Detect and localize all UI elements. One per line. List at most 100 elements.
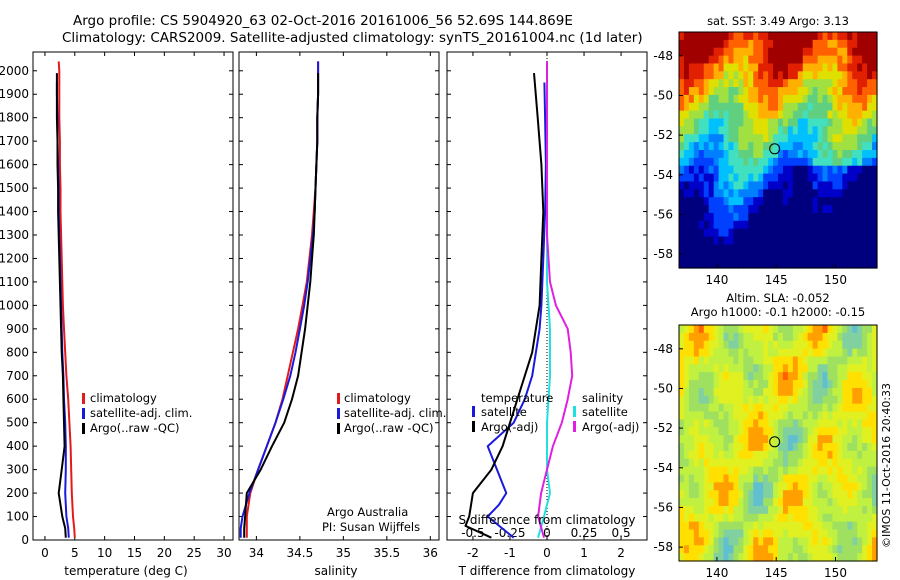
x-tick-label: 140 (705, 273, 728, 287)
map-cell (679, 260, 685, 269)
map-cell (807, 537, 814, 546)
map-cell (852, 118, 858, 127)
map-cell (733, 87, 739, 96)
map-cell (753, 165, 759, 175)
map-cell (782, 102, 789, 112)
map-cell (847, 348, 853, 358)
map-cell (842, 142, 848, 151)
map-cell (733, 545, 739, 554)
map-cell (693, 32, 700, 41)
map-cell (792, 529, 799, 538)
map-cell (792, 380, 799, 389)
x-tick-label: -2 (467, 546, 479, 560)
map-cell (703, 521, 710, 531)
map-cell (862, 458, 868, 468)
map-cell (837, 419, 843, 428)
map-cell (763, 165, 769, 175)
map-cell (857, 236, 863, 245)
map-cell (758, 553, 764, 562)
map-cell (718, 521, 725, 531)
y-tick-label: 500 (6, 416, 29, 430)
map-cell (703, 474, 710, 483)
map-cell (832, 55, 838, 65)
map-cell (797, 47, 804, 57)
map-cell (688, 71, 695, 80)
map-cell (708, 118, 715, 127)
map-cell (867, 189, 873, 198)
map-cell (713, 181, 720, 190)
map-cell (708, 134, 715, 143)
legend-swatch-s-argo (573, 421, 576, 432)
map-cell (773, 537, 779, 546)
map-cell (773, 490, 779, 499)
map-cell (688, 411, 695, 420)
map-cell (748, 395, 754, 405)
map-cell (768, 63, 774, 72)
map-cell (768, 79, 774, 88)
map-cell (713, 537, 720, 546)
map-cell (792, 87, 799, 96)
map-cell (837, 197, 843, 206)
map-cell (847, 102, 853, 112)
map-cell (778, 244, 784, 253)
map-cell (797, 419, 804, 428)
map-cell (703, 545, 710, 554)
map-cell (812, 87, 819, 96)
map-cell (748, 212, 754, 222)
map-cell (753, 212, 759, 222)
map-cell (679, 419, 685, 428)
map-cell (758, 537, 764, 546)
sal-xlabel: salinity (314, 564, 357, 578)
map-cell (822, 110, 829, 120)
map-cell (683, 356, 690, 365)
map-cell (703, 372, 710, 381)
map-cell (827, 356, 834, 365)
map-cell (698, 94, 705, 104)
map-cell (787, 39, 794, 49)
map-cell (768, 189, 774, 198)
map-cell (792, 372, 799, 381)
map-cell (842, 110, 848, 120)
map-cell (688, 165, 695, 175)
map-cell (758, 63, 764, 72)
map-cell (792, 157, 799, 167)
y-tick-label: 600 (6, 392, 29, 406)
map-cell (802, 47, 809, 57)
map-cell (743, 419, 749, 428)
map-cell (787, 435, 794, 444)
map-cell (728, 197, 735, 206)
map-cell (713, 173, 720, 183)
map-cell (703, 181, 710, 190)
map-cell (713, 505, 720, 515)
map-cell (812, 197, 819, 206)
map-cell (867, 181, 873, 190)
map-cell (867, 537, 873, 546)
map-cell (688, 443, 695, 452)
map-cell (753, 236, 759, 245)
map-cell (713, 244, 720, 253)
map-cell (778, 181, 784, 190)
map-cell (733, 244, 739, 253)
map-cell (683, 32, 690, 41)
map-cell (713, 356, 720, 365)
map-cell (787, 244, 794, 253)
map-cell (718, 79, 725, 88)
map-cell (837, 252, 843, 261)
map-cell (723, 348, 730, 358)
map-cell (867, 450, 873, 460)
y-tick-label: -52 (653, 128, 673, 142)
map-cell (802, 529, 809, 538)
map-cell (852, 411, 858, 420)
map-cell (792, 150, 799, 159)
map-cell (698, 490, 705, 499)
map-cell (782, 94, 789, 104)
map-cell (718, 110, 725, 120)
map-cell (862, 411, 868, 420)
map-cell (713, 403, 720, 413)
map-cell (807, 181, 814, 190)
y-tick-label: 900 (6, 322, 29, 336)
map-cell (718, 134, 725, 143)
map-cell (857, 450, 863, 460)
map-cell (822, 521, 829, 531)
map-cell (867, 212, 873, 222)
